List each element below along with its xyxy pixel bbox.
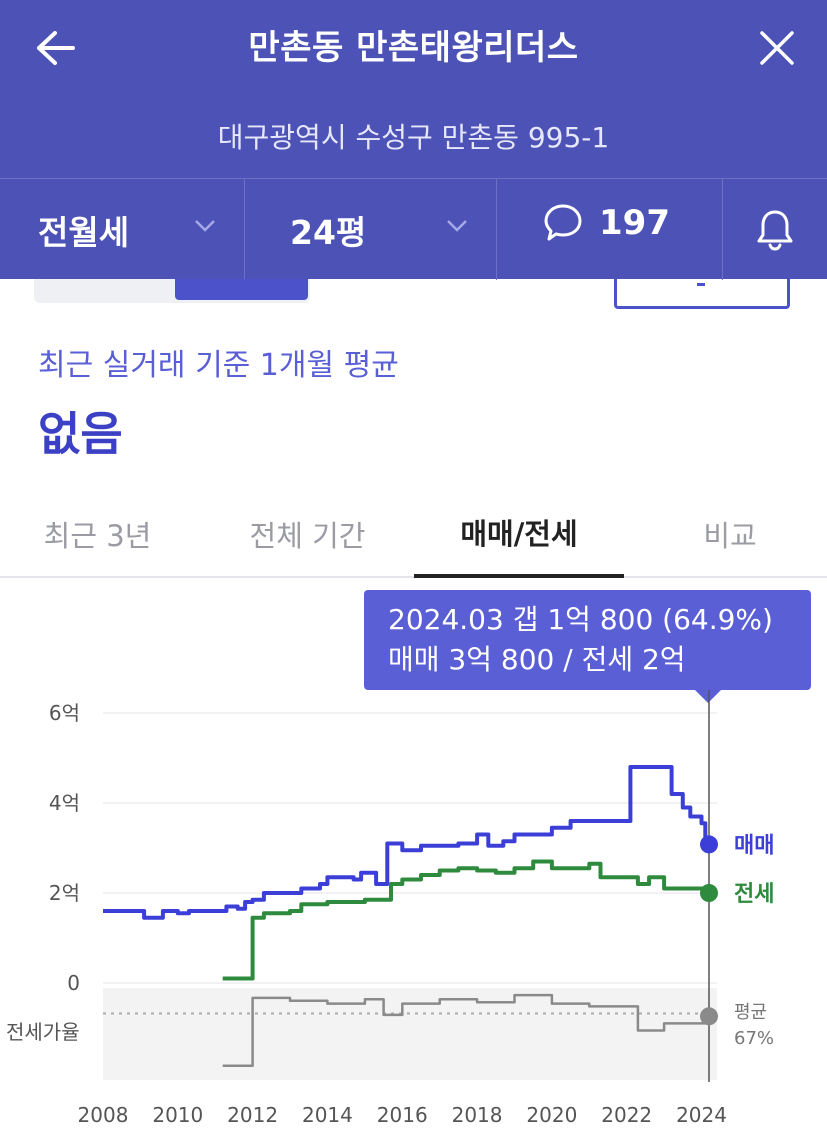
- page-title: 만촌동 만촌태왕리더스: [248, 28, 579, 68]
- tab-compare[interactable]: 비교: [703, 519, 757, 553]
- tooltip-line-1: 2024.03 갭 1억 800 (64.9%): [388, 603, 773, 636]
- close-button[interactable]: [755, 26, 799, 70]
- size-select[interactable]: 24평: [245, 179, 497, 280]
- jeonse-series-label: 전세: [734, 882, 774, 907]
- jeonse-point: [700, 884, 718, 902]
- y-tick-label: 0: [67, 971, 80, 995]
- chart-tabs: 최근 3년 전체 기간 매매/전세 비교: [0, 490, 827, 578]
- ratio-axis-label: 전세가율: [6, 1020, 80, 1044]
- y-tick-label: 2억: [49, 881, 80, 905]
- x-tick-label: 2016: [377, 1103, 428, 1127]
- tab-recent-3y[interactable]: 최근 3년: [43, 519, 152, 553]
- x-tick-label: 2024: [676, 1103, 727, 1127]
- filter-bar: 전월세 24평 197: [0, 178, 827, 280]
- tooltip-line-2: 매매 3억 800 / 전세 2억: [388, 643, 686, 676]
- chevron-down-icon: [447, 220, 467, 232]
- tooltip-arrow: [695, 690, 721, 703]
- ratio-series-line: [222, 993, 711, 1068]
- address-text: 대구광역시 수성구 만촌동 995-1: [217, 121, 610, 154]
- x-tick-label: 2020: [526, 1103, 577, 1127]
- x-tick-label: 2018: [452, 1103, 503, 1127]
- avg-value: 없음: [38, 407, 123, 461]
- sale-point: [700, 835, 718, 854]
- comment-count: 197: [599, 203, 670, 243]
- x-tick-label: 2010: [152, 1103, 203, 1127]
- jeonse-series-line: [222, 859, 711, 981]
- sale-series-line: [103, 765, 711, 920]
- price-chart[interactable]: 6억 4억 2억 0 2008 2010 2012 2014 2016 2018 2020 2022 2…: [0, 690, 827, 1142]
- period-slider-thumb[interactable]: [175, 279, 308, 300]
- avg-label: 최근 실거래 기준 1개월 평균: [38, 348, 399, 383]
- x-tick-label: 2012: [227, 1103, 278, 1127]
- chart-tooltip: 2024.03 갭 1억 800 (64.9%) 매매 3억 800 / 전세 …: [364, 590, 811, 690]
- bell-icon: [757, 210, 793, 251]
- ratio-point: [700, 1007, 718, 1026]
- x-tick-label: 2022: [601, 1103, 652, 1127]
- ratio-panel-bg: [103, 988, 717, 1080]
- tab-sale-jeonse[interactable]: 매매/전세: [414, 490, 624, 578]
- y-tick-label: 6억: [49, 701, 80, 725]
- x-tick-label: 2014: [302, 1103, 353, 1127]
- chevron-down-icon: [195, 220, 215, 232]
- comments-button[interactable]: 197: [497, 179, 723, 280]
- sale-series-label: 매매: [734, 833, 774, 858]
- arrow-left-icon: [37, 31, 75, 65]
- speech-bubble-icon: [544, 204, 582, 241]
- close-icon: [760, 31, 794, 65]
- back-button[interactable]: [30, 26, 80, 70]
- y-tick-label: 4억: [49, 791, 80, 815]
- size-label: 24평: [290, 212, 367, 252]
- avg-series-label: 평균: [734, 1002, 767, 1023]
- tab-all-period[interactable]: 전체 기간: [249, 519, 366, 553]
- app-header: 만촌동 만촌태왕리더스 대구광역시 수성구 만촌동 995-1 전월세 24평 …: [0, 0, 827, 280]
- avg-value-label: 67%: [734, 1028, 774, 1049]
- outline-button[interactable]: [614, 279, 790, 309]
- notification-button[interactable]: [723, 179, 827, 280]
- deal-type-select[interactable]: 전월세: [0, 179, 245, 280]
- deal-type-label: 전월세: [38, 212, 130, 252]
- x-tick-label: 2008: [78, 1103, 129, 1127]
